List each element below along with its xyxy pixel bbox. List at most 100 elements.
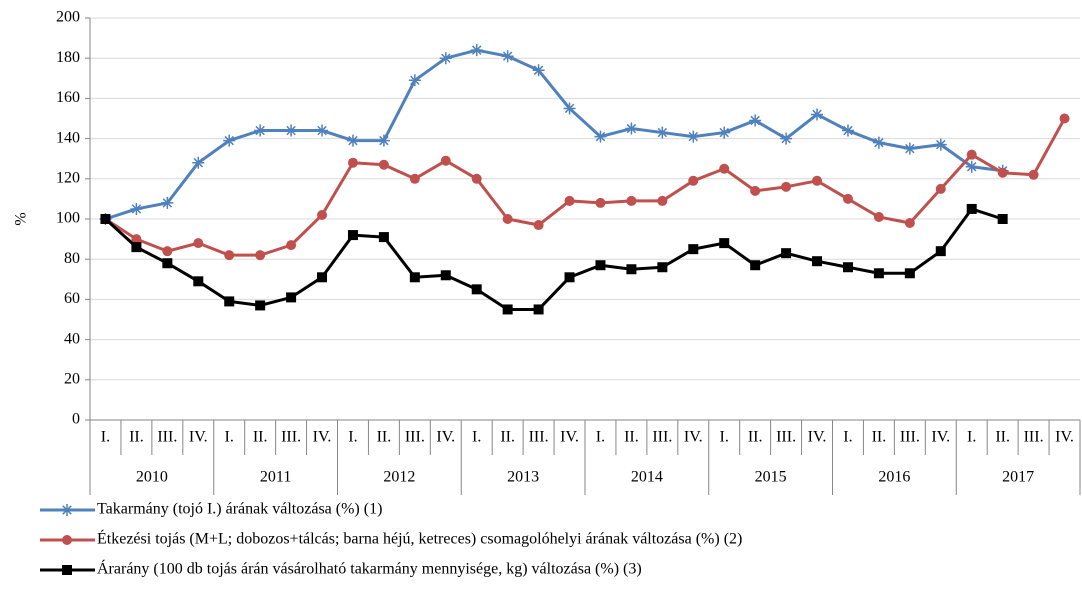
- data-point: [378, 159, 389, 170]
- x-tick-label: III.: [405, 429, 425, 446]
- data-point: [842, 193, 853, 204]
- data-point: [657, 262, 668, 273]
- x-group-label: 2017: [1002, 469, 1034, 486]
- data-point: [626, 195, 637, 206]
- data-point: [409, 272, 420, 283]
- legend-marker: [62, 565, 72, 575]
- data-point: [872, 136, 885, 149]
- x-tick-label: III.: [900, 429, 920, 446]
- x-tick-label: IV.: [684, 429, 703, 446]
- data-point: [750, 260, 761, 271]
- y-tick-label: 80: [64, 250, 80, 267]
- data-point: [193, 238, 204, 249]
- data-point: [255, 300, 266, 311]
- x-tick-label: II.: [377, 429, 392, 446]
- data-point: [781, 181, 792, 192]
- data-point: [255, 250, 266, 261]
- x-tick-label: I.: [596, 429, 605, 446]
- data-point: [162, 258, 173, 269]
- data-point: [563, 102, 576, 115]
- data-point: [656, 126, 669, 139]
- x-tick-label: I.: [967, 429, 976, 446]
- x-group-label: 2010: [136, 469, 168, 486]
- x-tick-label: III.: [1024, 429, 1044, 446]
- data-point: [657, 195, 668, 206]
- data-point: [193, 276, 204, 287]
- data-point: [347, 157, 358, 168]
- legend-label: Étkezési tojás (M+L; dobozos+tálcás; bar…: [97, 529, 742, 548]
- data-point: [966, 203, 977, 214]
- data-point: [224, 250, 235, 261]
- x-group-label: 2016: [878, 469, 910, 486]
- data-point: [502, 214, 513, 224]
- x-tick-label: IV.: [313, 429, 332, 446]
- x-tick-label: IV.: [931, 429, 950, 446]
- data-point: [131, 234, 142, 245]
- x-tick-label: II.: [253, 429, 268, 446]
- x-tick-label: I.: [101, 429, 110, 446]
- data-point: [533, 304, 544, 315]
- data-point: [377, 134, 390, 147]
- x-tick-label: IV.: [808, 429, 827, 446]
- data-point: [286, 240, 297, 251]
- x-tick-label: III.: [529, 429, 549, 446]
- data-point: [162, 246, 173, 257]
- series-line: [105, 48, 1003, 221]
- data-point: [471, 173, 482, 184]
- x-tick-label: III.: [157, 429, 177, 446]
- series-line: [104, 117, 1066, 257]
- legend-label: Árarány (100 db tojás árán vásárolható t…: [97, 559, 642, 578]
- data-point: [811, 108, 824, 121]
- data-point: [687, 130, 700, 143]
- data-point: [223, 134, 236, 147]
- x-tick-label: III.: [776, 429, 796, 446]
- data-point: [317, 272, 328, 283]
- x-group-label: 2011: [260, 469, 291, 486]
- data-point: [346, 134, 359, 147]
- data-point: [100, 214, 111, 224]
- data-point: [873, 211, 884, 222]
- data-point: [533, 220, 544, 231]
- x-tick-label: IV.: [436, 429, 455, 446]
- data-point: [224, 296, 235, 307]
- data-point: [1059, 113, 1070, 124]
- data-point: [316, 124, 329, 137]
- data-point: [502, 304, 513, 315]
- data-point: [688, 175, 699, 186]
- y-tick-label: 120: [56, 169, 80, 186]
- data-point: [934, 138, 947, 151]
- data-point: [750, 185, 761, 196]
- x-group-label: 2014: [631, 469, 663, 486]
- x-tick-label: I.: [720, 429, 729, 446]
- y-tick-label: 40: [64, 330, 80, 347]
- data-point: [564, 195, 575, 206]
- data-point: [408, 74, 421, 87]
- data-point: [378, 232, 389, 243]
- x-tick-label: I.: [843, 429, 852, 446]
- data-point: [161, 196, 174, 209]
- x-group-label: 2015: [755, 469, 787, 486]
- data-point: [688, 244, 699, 255]
- y-tick-label: 140: [56, 129, 80, 146]
- y-tick-label: 160: [56, 89, 80, 106]
- x-tick-label: III.: [281, 429, 301, 446]
- y-tick-label: 100: [56, 210, 80, 227]
- x-group-label: 2012: [383, 469, 415, 486]
- data-point: [317, 209, 328, 220]
- data-point: [595, 197, 606, 208]
- x-tick-label: II.: [500, 429, 515, 446]
- y-axis-label: %: [13, 212, 30, 225]
- y-tick-label: 60: [64, 290, 80, 307]
- y-tick-label: 20: [64, 370, 80, 387]
- data-point: [471, 284, 482, 295]
- x-tick-label: I.: [348, 429, 357, 446]
- data-point: [812, 256, 823, 267]
- data-point: [780, 132, 793, 145]
- y-tick-label: 180: [56, 49, 80, 66]
- data-point: [130, 202, 143, 215]
- x-tick-label: I.: [225, 429, 234, 446]
- data-point: [812, 175, 823, 186]
- legend-marker: [61, 504, 73, 516]
- data-point: [719, 163, 730, 174]
